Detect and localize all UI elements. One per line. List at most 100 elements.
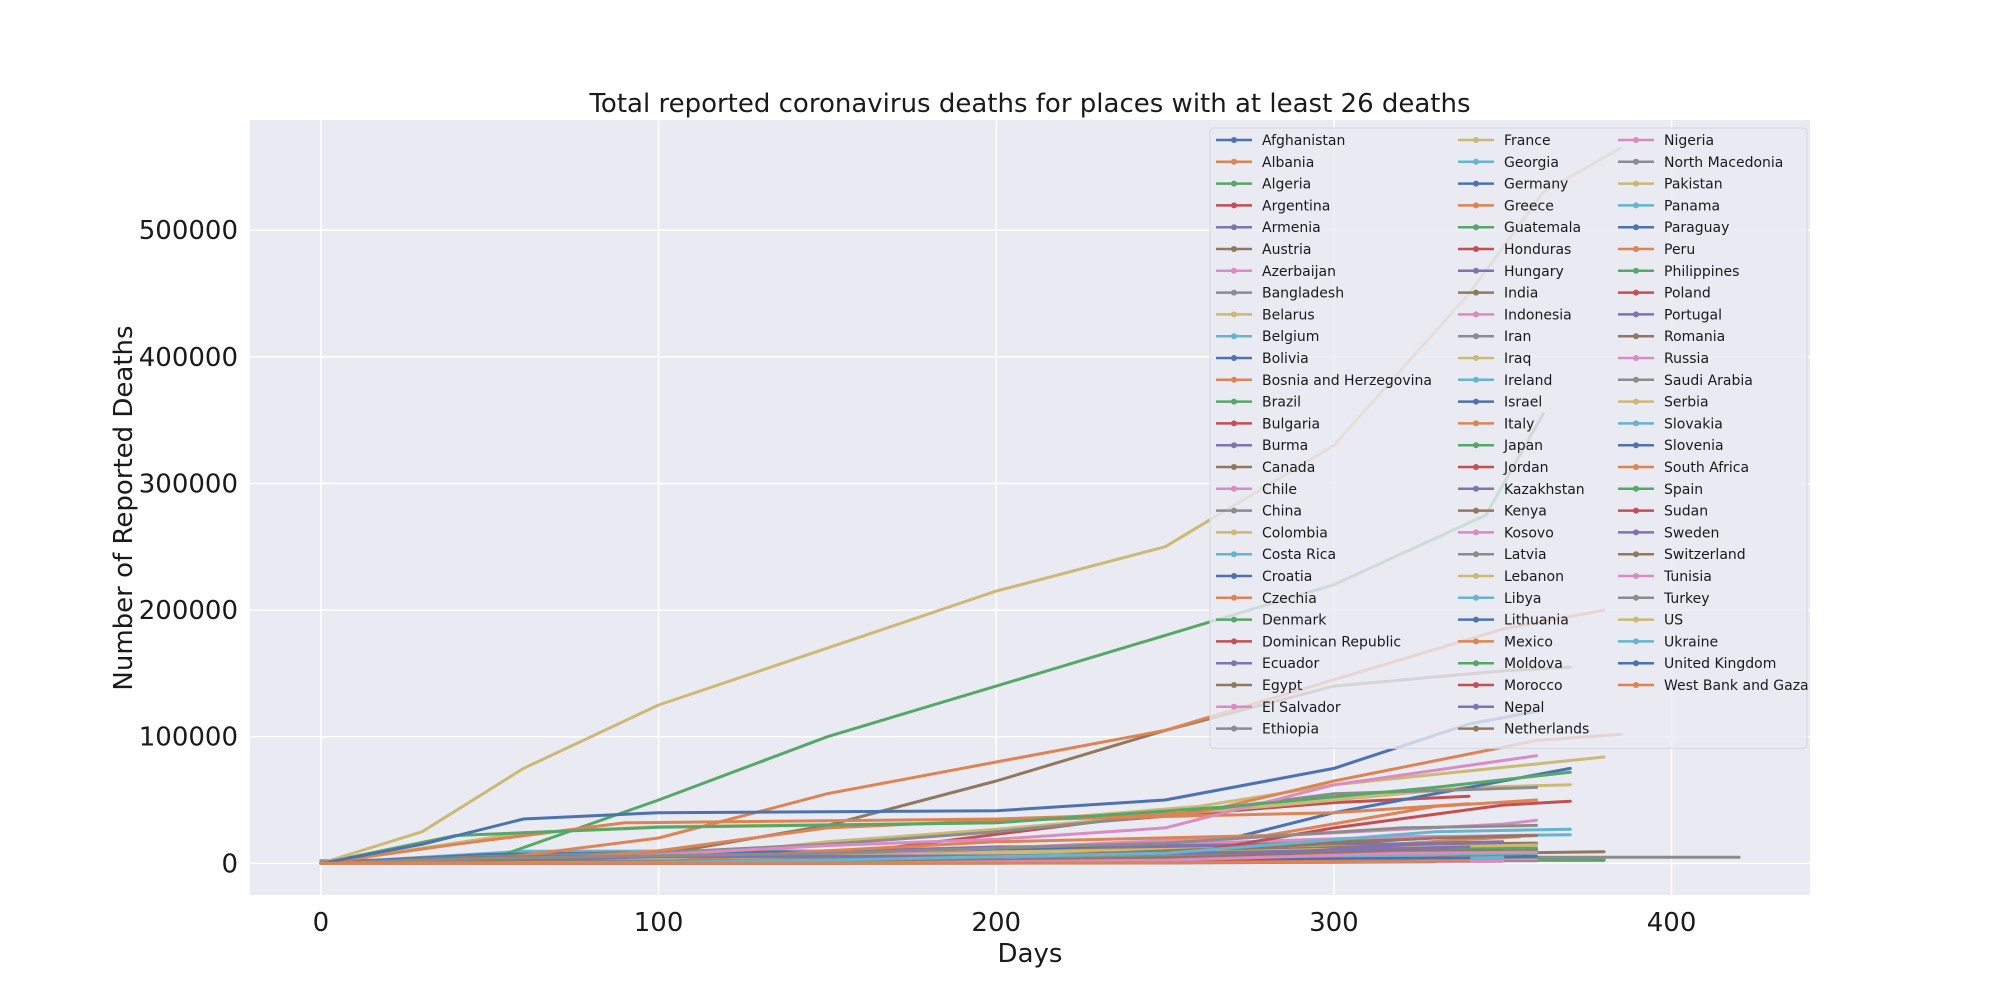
legend-label: Paraguay — [1664, 220, 1729, 236]
legend-marker — [1633, 180, 1639, 187]
legend-label: Nigeria — [1664, 133, 1714, 149]
y-tick-label: 300000 — [139, 469, 238, 499]
legend-marker — [1633, 137, 1639, 143]
legend-label: Serbia — [1664, 395, 1709, 411]
legend-marker — [1473, 224, 1479, 231]
legend-label: Algeria — [1262, 177, 1311, 193]
legend-marker — [1231, 551, 1237, 558]
legend-marker — [1473, 137, 1479, 143]
legend-label: Ecuador — [1262, 656, 1319, 672]
legend-marker — [1473, 660, 1479, 667]
y-axis-label: Number of Reported Deaths — [109, 325, 139, 690]
legend-label: Dominican Republic — [1262, 634, 1401, 650]
legend-marker — [1633, 420, 1639, 427]
legend-marker — [1231, 246, 1237, 252]
legend-label: North Macedonia — [1664, 155, 1783, 171]
legend: Afghanistan Albania Algeria Argentina Armeni… — [1209, 127, 1809, 749]
legend-marker — [1231, 224, 1237, 231]
legend-label: France — [1504, 133, 1551, 149]
legend-label: Philippines — [1664, 264, 1739, 280]
legend-label: Greece — [1504, 198, 1554, 214]
legend-marker — [1473, 420, 1479, 427]
legend-marker — [1473, 507, 1479, 514]
legend-marker — [1633, 594, 1639, 601]
x-tick-label: 0 — [313, 908, 330, 938]
legend-label: Ukraine — [1664, 634, 1718, 650]
legend-label: Chile — [1262, 482, 1297, 498]
legend-label: Netherlands — [1504, 722, 1589, 738]
legend-marker — [1231, 420, 1237, 427]
legend-label: Georgia — [1504, 155, 1559, 171]
legend-marker — [1473, 376, 1479, 383]
legend-box — [1209, 127, 1808, 749]
legend-marker — [1633, 333, 1639, 340]
legend-label: Albania — [1262, 155, 1314, 171]
legend-marker — [1633, 464, 1639, 470]
legend-label: Kenya — [1504, 504, 1547, 520]
legend-marker — [1473, 442, 1479, 449]
legend-marker — [1473, 180, 1479, 187]
legend-marker — [1633, 551, 1639, 558]
legend-marker — [1473, 267, 1479, 274]
legend-label: Bangladesh — [1262, 286, 1344, 302]
legend-marker — [1231, 158, 1237, 165]
legend-label: Iran — [1504, 329, 1531, 345]
legend-label: Guatemala — [1504, 220, 1581, 236]
legend-label: United Kingdom — [1664, 656, 1776, 672]
legend-marker — [1231, 485, 1237, 492]
tick-labels: 0 100 200 300 400 0 100000 200000 300000 400000 50… — [139, 216, 1697, 938]
legend-marker — [1231, 311, 1237, 318]
legend-label: Armenia — [1262, 220, 1321, 236]
legend-label: Pakistan — [1664, 177, 1723, 193]
legend-marker — [1633, 246, 1639, 252]
legend-marker — [1633, 442, 1639, 449]
legend-marker — [1231, 529, 1237, 536]
legend-marker — [1231, 376, 1237, 383]
legend-label: Kazakhstan — [1504, 482, 1585, 498]
legend-marker — [1473, 398, 1479, 405]
legend-marker — [1633, 638, 1639, 645]
legend-marker — [1231, 703, 1237, 710]
legend-marker — [1473, 246, 1479, 252]
legend-label: El Salvador — [1262, 700, 1341, 716]
y-tick-label: 400000 — [139, 343, 238, 373]
legend-marker — [1231, 398, 1237, 405]
legend-label: Portugal — [1664, 307, 1722, 323]
legend-label: Spain — [1664, 482, 1703, 498]
legend-label: Denmark — [1262, 613, 1327, 629]
legend-label: Belgium — [1262, 329, 1319, 345]
legend-label: Moldova — [1504, 656, 1563, 672]
legend-marker — [1473, 311, 1479, 318]
legend-marker — [1633, 398, 1639, 405]
legend-marker — [1231, 267, 1237, 274]
legend-label: Burma — [1262, 438, 1308, 454]
legend-label: Colombia — [1262, 525, 1328, 541]
legend-label: Belarus — [1262, 307, 1315, 323]
series-line — [319, 823, 1538, 865]
legend-label: Israel — [1504, 395, 1542, 411]
legend-marker — [1473, 529, 1479, 536]
legend-marker — [1633, 616, 1639, 623]
legend-marker — [1231, 355, 1237, 361]
legend-label: West Bank and Gaza — [1664, 678, 1809, 694]
legend-marker — [1231, 137, 1237, 143]
y-tick-label: 500000 — [139, 216, 238, 246]
legend-label: Czechia — [1262, 591, 1317, 607]
legend-marker — [1231, 725, 1237, 732]
legend-marker — [1473, 573, 1479, 579]
legend-marker — [1231, 616, 1237, 623]
legend-marker — [1473, 289, 1479, 296]
legend-marker — [1231, 638, 1237, 645]
legend-marker — [1633, 660, 1639, 667]
legend-label: Slovakia — [1664, 416, 1723, 432]
series-line — [319, 859, 1471, 865]
legend-label: Poland — [1664, 286, 1711, 302]
legend-label: Turkey — [1663, 591, 1710, 607]
legend-label: Switzerland — [1664, 547, 1746, 563]
x-axis-label: Days — [998, 939, 1063, 969]
legend-label: Bolivia — [1262, 351, 1309, 367]
legend-label: Mexico — [1504, 634, 1553, 650]
x-tick-label: 100 — [634, 908, 684, 938]
legend-marker — [1633, 507, 1639, 514]
